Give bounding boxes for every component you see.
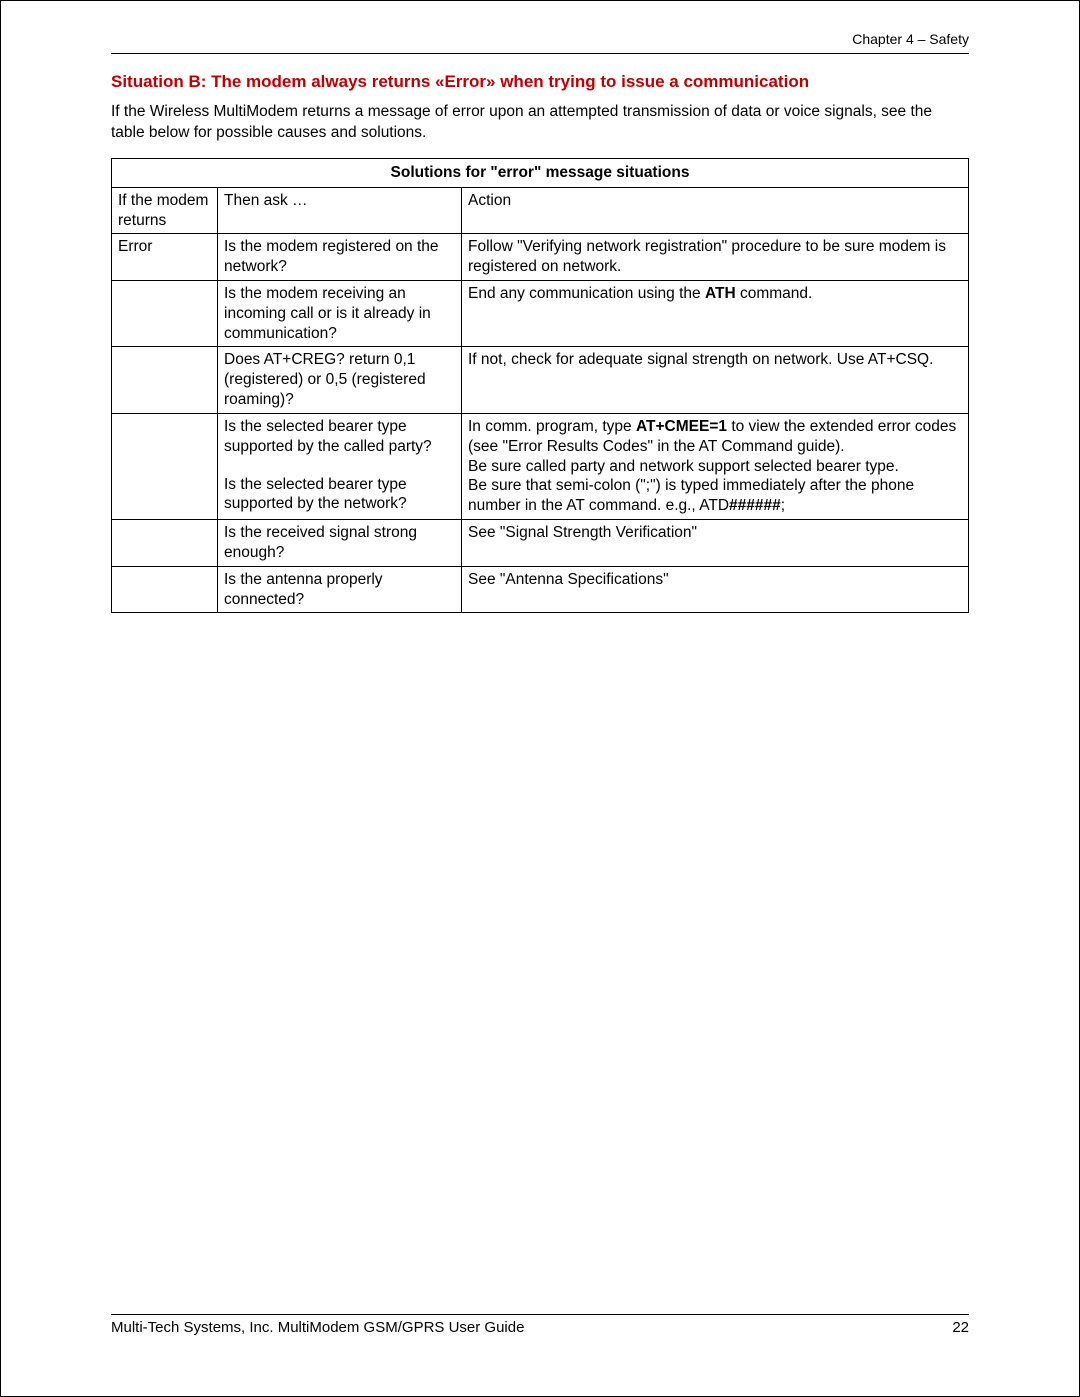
cell-ask: Does AT+CREG? return 0,1 (registered) or… [218, 347, 462, 413]
table-row: Is the received signal strong enough? Se… [112, 520, 969, 567]
action-text: End any communication using the [468, 285, 705, 302]
table-caption: Solutions for "error" message situations [112, 158, 969, 187]
cell-action: End any communication using the ATH comm… [462, 280, 969, 346]
table-header-row: If the modem returns Then ask … Action [112, 187, 969, 234]
cell-status [112, 347, 218, 413]
section-heading: Situation B: The modem always returns «E… [111, 72, 969, 92]
action-bold: ATH [705, 285, 736, 302]
cell-ask: Is the modem registered on the network? [218, 234, 462, 281]
cell-action: Follow "Verifying network registration" … [462, 234, 969, 281]
action-text: Be sure called party and network support… [468, 458, 899, 475]
solutions-table: Solutions for "error" message situations… [111, 158, 969, 614]
cell-status [112, 280, 218, 346]
table-header-status: If the modem returns [112, 187, 218, 234]
table-row: Error Is the modem registered on the net… [112, 234, 969, 281]
table-header-action: Action [462, 187, 969, 234]
footer-page-number: 22 [952, 1319, 969, 1336]
action-bold: ###### [729, 497, 781, 514]
cell-status: Error [112, 234, 218, 281]
cell-action: If not, check for adequate signal streng… [462, 347, 969, 413]
table-caption-row: Solutions for "error" message situations [112, 158, 969, 187]
cell-ask: Is the modem receiving an incoming call … [218, 280, 462, 346]
ask-line: Is the selected bearer type supported by… [224, 417, 455, 457]
footer-title: Multi-Tech Systems, Inc. MultiModem GSM/… [111, 1319, 524, 1336]
section-intro: If the Wireless MultiModem returns a mes… [111, 102, 969, 144]
cell-ask: Is the received signal strong enough? [218, 520, 462, 567]
cell-status [112, 566, 218, 613]
action-text: command. [736, 285, 813, 302]
action-text: In comm. program, type [468, 418, 636, 435]
chapter-label: Chapter 4 – Safety [852, 31, 969, 47]
spacer [224, 457, 455, 475]
table-row: Does AT+CREG? return 0,1 (registered) or… [112, 347, 969, 413]
page: Chapter 4 – Safety Situation B: The mode… [0, 0, 1080, 1397]
action-bold: AT+CMEE=1 [636, 418, 727, 435]
action-text: Be sure that semi-colon (";") is typed i… [468, 477, 914, 514]
cell-action: See "Antenna Specifications" [462, 566, 969, 613]
cell-action: See "Signal Strength Verification" [462, 520, 969, 567]
page-header: Chapter 4 – Safety [111, 31, 969, 54]
cell-ask: Is the selected bearer type supported by… [218, 413, 462, 519]
cell-action: In comm. program, type AT+CMEE=1 to view… [462, 413, 969, 519]
cell-ask: Is the antenna properly connected? [218, 566, 462, 613]
table-header-ask: Then ask … [218, 187, 462, 234]
table-row: Is the modem receiving an incoming call … [112, 280, 969, 346]
cell-status [112, 520, 218, 567]
action-text: ; [781, 497, 785, 514]
ask-line: Is the selected bearer type supported by… [224, 475, 455, 515]
cell-status [112, 413, 218, 519]
page-footer: Multi-Tech Systems, Inc. MultiModem GSM/… [111, 1314, 969, 1336]
table-row: Is the antenna properly connected? See "… [112, 566, 969, 613]
table-row: Is the selected bearer type supported by… [112, 413, 969, 519]
